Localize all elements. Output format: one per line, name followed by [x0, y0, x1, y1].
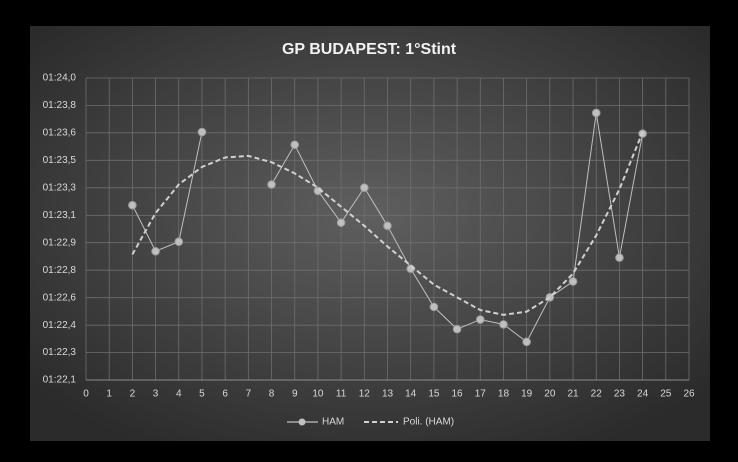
- y-tick-label: 01:22,1: [43, 375, 77, 386]
- x-tick-label: 22: [591, 389, 603, 400]
- x-tick-label: 18: [498, 389, 510, 400]
- x-tick-label: 1: [106, 389, 112, 400]
- y-tick-label: 01:22,3: [43, 347, 77, 358]
- legend-label: Poli. (HAM): [403, 417, 454, 428]
- y-tick-label: 01:23,6: [43, 127, 77, 138]
- data-point: [174, 237, 184, 247]
- x-tick-label: 6: [222, 389, 228, 400]
- x-tick-label: 9: [292, 389, 298, 400]
- data-point: [615, 253, 624, 262]
- x-tick-label: 19: [521, 389, 533, 400]
- data-point: [151, 246, 160, 256]
- x-tick-label: 4: [176, 389, 182, 400]
- x-tick-label: 12: [359, 389, 371, 400]
- y-tick-label: 01:22,6: [43, 292, 77, 303]
- x-tick-label: 15: [428, 389, 440, 400]
- y-tick-label: 01:23,8: [43, 100, 77, 111]
- series-line: [131, 131, 644, 316]
- x-tick-label: 23: [614, 389, 626, 400]
- x-tick-label: 3: [153, 389, 159, 400]
- legend-label: HAM: [322, 417, 344, 428]
- x-tick-label: 10: [312, 389, 324, 400]
- x-tick-label: 16: [452, 389, 464, 400]
- x-tick-label: 11: [336, 389, 347, 400]
- y-tick-label: 01:22,9: [43, 237, 77, 248]
- x-tick-label: 8: [269, 389, 275, 400]
- y-tick-label: 01:23,3: [43, 182, 77, 193]
- data-point: [475, 315, 485, 324]
- x-tick-label: 20: [544, 389, 556, 400]
- data-point: [290, 140, 300, 150]
- x-tick-label: 21: [567, 389, 579, 400]
- data-point: [568, 277, 578, 286]
- x-tick-label: 26: [683, 389, 695, 400]
- x-tick-label: 24: [637, 389, 649, 400]
- y-tick-label: 01:23,5: [43, 155, 77, 166]
- x-tick-label: 5: [199, 389, 205, 400]
- y-tick-label: 01:22,8: [43, 265, 77, 276]
- data-point: [197, 127, 207, 137]
- x-tick-label: 7: [246, 389, 252, 400]
- data-point: [452, 324, 462, 334]
- data-point: [128, 200, 137, 210]
- data-point: [267, 180, 276, 189]
- data-point: [383, 221, 392, 231]
- data-point: [499, 320, 508, 329]
- data-point: [591, 108, 601, 118]
- x-tick-label: 17: [475, 389, 487, 400]
- x-tick-label: 0: [83, 389, 89, 400]
- x-tick-label: 25: [660, 389, 672, 400]
- y-tick-label: 01:23,1: [43, 210, 77, 221]
- y-tick-label: 01:22,4: [43, 320, 77, 331]
- data-point: [336, 218, 346, 227]
- data-point: [429, 302, 439, 312]
- x-tick-label: 14: [405, 389, 417, 400]
- data-point: [360, 183, 369, 192]
- x-tick-label: 13: [382, 389, 394, 400]
- y-tick-label: 01:24,0: [43, 73, 77, 84]
- data-point: [522, 337, 531, 347]
- chart-title: GP BUDAPEST: 1°Stint: [282, 41, 457, 58]
- x-tick-label: 2: [130, 389, 136, 400]
- legend-swatch: [298, 418, 306, 426]
